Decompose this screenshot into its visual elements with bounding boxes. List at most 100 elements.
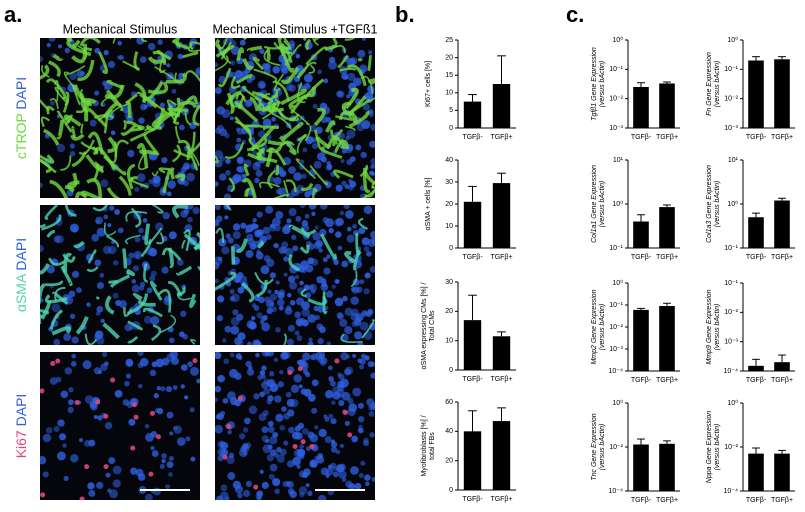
nucleus [309, 459, 318, 468]
nucleus [315, 239, 323, 248]
y-tick-label: 10¹ [613, 157, 624, 164]
fiber [256, 279, 268, 298]
nucleus [257, 80, 266, 89]
nucleus [232, 223, 241, 231]
row-label: cTROP DAPI [13, 77, 29, 159]
fiber [263, 47, 281, 67]
nucleus [139, 285, 145, 291]
nucleus [172, 385, 178, 390]
image-background [40, 352, 200, 500]
fiber [170, 166, 175, 180]
fiber [283, 180, 289, 194]
nucleus [68, 290, 76, 298]
fiber [234, 101, 259, 123]
nucleus [331, 284, 337, 289]
nucleus [344, 420, 350, 426]
nucleus [274, 488, 280, 495]
fiber [277, 38, 286, 57]
nucleus [326, 254, 331, 259]
fiber [54, 286, 66, 302]
nucleus [134, 186, 140, 192]
panel-label: c. [566, 2, 584, 27]
fiber [97, 51, 109, 75]
nucleus [349, 57, 358, 65]
nucleus [339, 318, 348, 327]
nucleus [124, 323, 132, 332]
nucleus [250, 315, 256, 321]
y-axis-label-line: (versus bActin) [714, 61, 721, 108]
nucleus [276, 454, 285, 463]
micrograph [40, 205, 200, 345]
fiber [52, 53, 63, 62]
counterstain-label: DAPI [13, 77, 29, 110]
nucleus [261, 322, 271, 332]
fiber [252, 56, 264, 71]
fiber [108, 279, 118, 284]
nucleus [325, 290, 334, 298]
nucleus [318, 248, 323, 253]
nucleus [351, 435, 359, 443]
nucleus [239, 39, 246, 46]
nucleus [152, 179, 161, 188]
y-axis-label-line: total FBs [429, 432, 436, 460]
nucleus [128, 252, 135, 259]
fiber [46, 105, 55, 115]
nucleus [272, 217, 281, 227]
nucleus [67, 406, 74, 414]
nucleus [286, 338, 294, 345]
fiber [151, 205, 164, 214]
nucleus [299, 280, 304, 286]
nucleus [217, 455, 224, 462]
x-tick-label: TGFβ- [746, 134, 767, 141]
nucleus [180, 166, 187, 173]
nucleus [318, 352, 326, 357]
y-tick-label: 10⁻² [724, 96, 738, 103]
fiber [228, 177, 236, 193]
fiber [87, 249, 97, 264]
nucleus [139, 56, 147, 63]
nucleus [287, 409, 295, 417]
nucleus [370, 230, 375, 239]
fiber [369, 97, 375, 102]
fiber [148, 227, 163, 245]
nucleus [187, 216, 193, 223]
nucleus [227, 237, 234, 244]
fiber [348, 110, 370, 128]
nucleus [237, 272, 244, 279]
y-axis-label-line: (versus bActin) [599, 304, 606, 351]
nucleus [69, 223, 79, 233]
marker [253, 484, 259, 490]
fiber [78, 139, 95, 155]
nucleus [45, 427, 53, 434]
fiber [246, 45, 263, 53]
nucleus [180, 310, 187, 317]
nucleus [230, 60, 235, 66]
nucleus [217, 295, 225, 303]
fiber [186, 141, 200, 155]
nucleus [289, 299, 296, 306]
fiber [172, 38, 180, 43]
fiber [266, 147, 287, 166]
nucleus [260, 315, 267, 322]
nucleus [243, 417, 251, 425]
nucleus [248, 405, 258, 415]
x-tick-label: TGFβ+ [771, 377, 793, 384]
fiber [123, 119, 127, 130]
nucleus [248, 321, 257, 330]
nucleus [230, 325, 240, 335]
marker [292, 444, 298, 450]
fiber [322, 291, 328, 315]
fiber [73, 240, 85, 249]
nucleus [239, 433, 246, 440]
fiber [152, 50, 167, 65]
nucleus [235, 70, 243, 78]
x-tick-label: TGFβ+ [771, 134, 793, 141]
nucleus [364, 273, 370, 279]
fiber [309, 165, 328, 186]
nucleus [58, 44, 63, 49]
nucleus [59, 433, 67, 441]
nucleus [324, 218, 334, 228]
y-axis-label-line: αSMA + cells [%] [425, 178, 432, 231]
nucleus [269, 463, 278, 472]
fiber [259, 181, 280, 189]
